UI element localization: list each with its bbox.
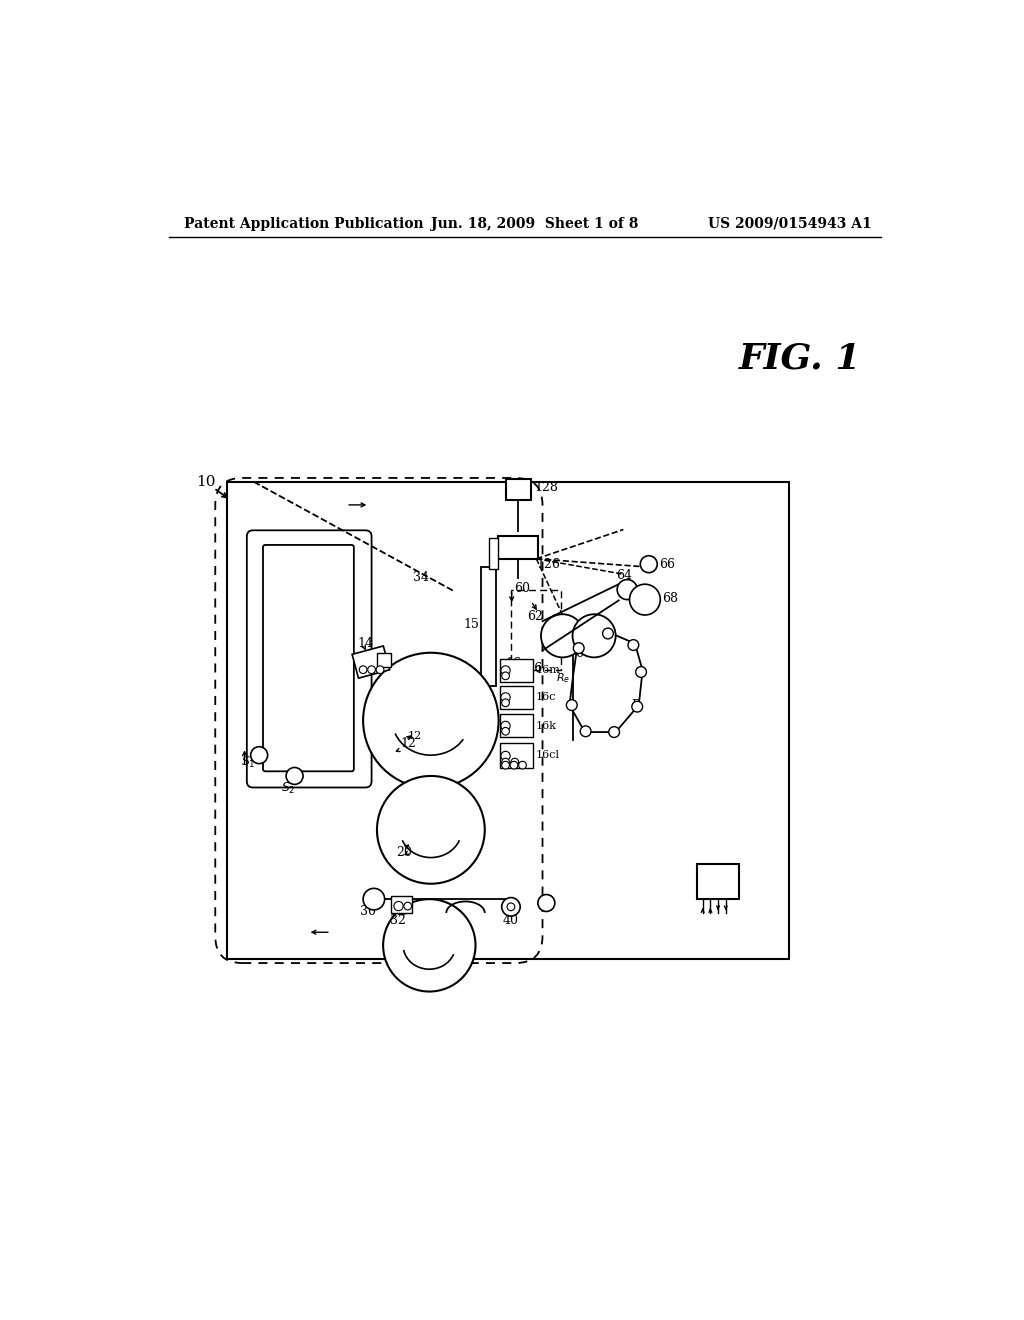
Circle shape: [502, 700, 509, 706]
Bar: [500, 714, 532, 738]
Circle shape: [507, 903, 515, 911]
Text: 16k: 16k: [536, 721, 557, 731]
Text: 126: 126: [537, 557, 560, 570]
Text: 62: 62: [550, 614, 566, 627]
Circle shape: [630, 585, 660, 615]
Bar: [252, 536, 367, 781]
Text: R: R: [631, 698, 641, 711]
Text: $S_1$: $S_1$: [241, 755, 255, 771]
Text: 62: 62: [527, 610, 543, 623]
Text: 32: 32: [390, 915, 406, 927]
Circle shape: [541, 614, 584, 657]
Circle shape: [394, 899, 410, 915]
Circle shape: [501, 693, 510, 702]
Text: 60: 60: [514, 582, 530, 594]
Circle shape: [364, 888, 385, 909]
Bar: [391, 896, 413, 913]
Text: 64: 64: [574, 647, 591, 660]
Circle shape: [383, 899, 475, 991]
Text: 10: 10: [196, 475, 215, 488]
Bar: [500, 659, 532, 682]
Circle shape: [581, 726, 591, 737]
Circle shape: [502, 727, 509, 735]
Circle shape: [502, 762, 509, 770]
Text: $S_2$: $S_2$: [282, 780, 296, 796]
Bar: [506, 479, 531, 500]
Text: 16m: 16m: [536, 665, 560, 675]
Circle shape: [640, 556, 657, 573]
Circle shape: [636, 667, 646, 677]
Text: 14: 14: [357, 638, 373, 649]
Circle shape: [286, 767, 303, 784]
Circle shape: [394, 902, 403, 911]
Circle shape: [510, 762, 518, 770]
Circle shape: [377, 776, 484, 884]
Text: 68: 68: [662, 593, 678, 606]
Text: 16c: 16c: [536, 693, 556, 702]
Circle shape: [251, 747, 267, 763]
Bar: [481, 566, 497, 686]
Text: Patent Application Publication: Patent Application Publication: [184, 216, 424, 231]
Circle shape: [632, 701, 643, 711]
Text: 66: 66: [658, 557, 675, 570]
Text: LCU: LCU: [503, 541, 532, 554]
Text: FIG. 1: FIG. 1: [739, 342, 861, 376]
Bar: [488, 539, 498, 569]
Bar: [500, 743, 532, 768]
Text: 20: 20: [396, 846, 412, 859]
Circle shape: [628, 640, 639, 651]
Text: 64: 64: [615, 569, 632, 582]
Text: 8: 8: [561, 632, 568, 643]
Circle shape: [566, 700, 578, 710]
Circle shape: [617, 579, 637, 599]
Circle shape: [502, 672, 509, 680]
Circle shape: [573, 643, 584, 653]
Circle shape: [359, 665, 367, 673]
Circle shape: [511, 758, 518, 766]
Text: 16cl: 16cl: [536, 750, 559, 760]
Text: 128: 128: [535, 480, 558, 494]
Circle shape: [602, 628, 613, 639]
Text: –16: –16: [520, 661, 543, 675]
Circle shape: [364, 653, 499, 788]
Circle shape: [501, 751, 510, 760]
Bar: [696, 865, 739, 899]
Bar: [500, 686, 532, 709]
Bar: [265, 548, 351, 771]
Circle shape: [501, 665, 510, 675]
Text: 40: 40: [503, 915, 518, 927]
Text: US 2009/0154943 A1: US 2009/0154943 A1: [708, 216, 871, 231]
Circle shape: [538, 895, 555, 911]
Text: 34: 34: [413, 570, 429, 583]
Text: LCU: LCU: [701, 875, 731, 888]
Bar: [352, 645, 390, 678]
Text: 15: 15: [463, 618, 479, 631]
Circle shape: [403, 903, 412, 909]
Circle shape: [572, 614, 615, 657]
Circle shape: [502, 898, 520, 916]
Circle shape: [501, 721, 510, 730]
Bar: [511, 590, 561, 671]
Circle shape: [376, 665, 384, 673]
Bar: [377, 653, 391, 667]
Text: 12: 12: [400, 737, 416, 750]
Bar: [498, 536, 538, 558]
Text: 16y: 16y: [506, 657, 528, 671]
Text: Jun. 18, 2009  Sheet 1 of 8: Jun. 18, 2009 Sheet 1 of 8: [431, 216, 638, 231]
Text: 30: 30: [360, 906, 376, 917]
Circle shape: [502, 758, 509, 766]
FancyBboxPatch shape: [247, 531, 372, 788]
Circle shape: [608, 726, 620, 738]
Circle shape: [518, 762, 526, 770]
Bar: [226, 482, 788, 960]
Circle shape: [368, 665, 376, 673]
FancyBboxPatch shape: [263, 545, 354, 771]
Polygon shape: [569, 632, 643, 733]
Text: $R_e$: $R_e$: [556, 672, 570, 685]
Text: 12: 12: [408, 731, 422, 741]
